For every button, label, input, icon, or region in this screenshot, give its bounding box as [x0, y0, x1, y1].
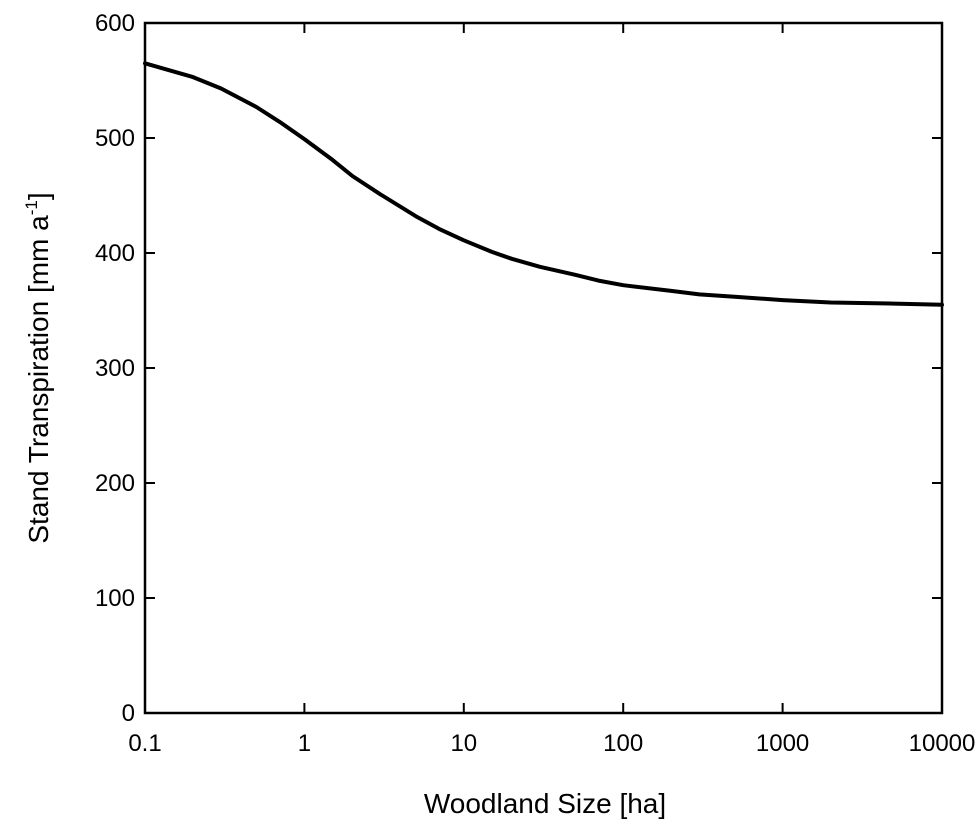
x-tick-label: 10: [450, 730, 477, 757]
x-axis-title: Woodland Size [ha]: [424, 788, 666, 819]
y-axis-title-prefix: Stand Transpiration [mm a: [23, 215, 54, 544]
x-tick-label: 1: [298, 730, 311, 757]
x-tick-label: 100: [603, 730, 643, 757]
y-tick-label: 200: [95, 470, 135, 497]
x-tick-label: 10000: [909, 730, 976, 757]
y-axis-ticks: 0 100 200 300 400 500 600: [95, 10, 942, 727]
y-tick-label: 300: [95, 355, 135, 382]
y-tick-label: 600: [95, 10, 135, 37]
x-tick-label: 0.1: [128, 730, 161, 757]
y-tick-label: 500: [95, 125, 135, 152]
y-axis-title-superscript: -1: [22, 200, 41, 215]
y-tick-label: 0: [122, 700, 135, 727]
x-tick-label: 1000: [756, 730, 809, 757]
y-tick-label: 100: [95, 585, 135, 612]
series-line: [143, 61, 944, 307]
series-layer: [143, 61, 944, 307]
plot-frame: [143, 21, 944, 715]
y-axis-title-suffix: ]: [23, 192, 54, 200]
y-tick-label: 400: [95, 240, 135, 267]
x-axis-ticks: 0.1 1 10 100 1000 10000: [128, 23, 975, 757]
y-axis-title: Stand Transpiration [mm a-1]: [22, 192, 54, 543]
